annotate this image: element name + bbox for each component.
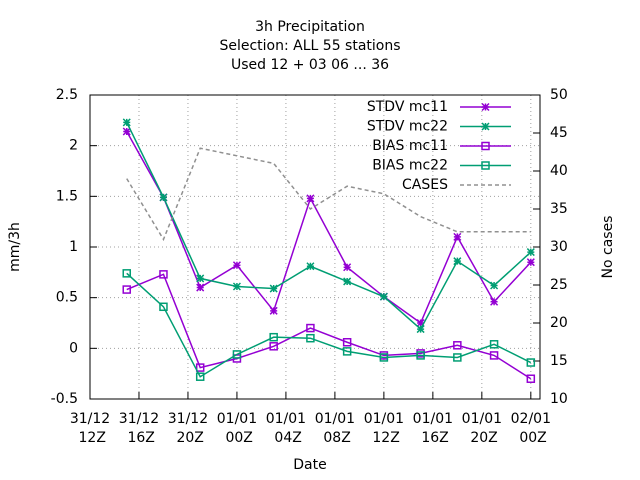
point: [122, 127, 131, 136]
point: [306, 333, 315, 343]
y2-tick-label: 35: [550, 201, 568, 217]
y2-tick-label: 50: [550, 87, 568, 103]
x-tick-label: 02/01 00Z: [511, 411, 551, 446]
x-tick-label: 01/01 20Z: [462, 411, 502, 446]
point: [453, 341, 462, 350]
point: [196, 274, 205, 283]
y-tick-label: 0: [69, 340, 78, 356]
x-tick-label: 01/01 12Z: [364, 411, 404, 446]
legend-label: BIAS mc11: [372, 138, 448, 154]
point: [269, 332, 278, 342]
y2-tick-label: 10: [550, 391, 568, 407]
point: [489, 340, 499, 349]
point: [526, 258, 535, 267]
point: [453, 353, 462, 362]
chart-subtitle: Used 12 + 03 06 ... 36: [231, 57, 389, 73]
point: [416, 325, 425, 334]
series-line: [126, 131, 532, 325]
legend-label: STDV mc22: [367, 119, 448, 135]
point: [306, 194, 315, 203]
chart-subtitle: Selection: ALL 55 stations: [219, 38, 400, 54]
x-tick-label: 01/01 08Z: [315, 411, 355, 446]
x-tick-label: 01/01 00Z: [217, 411, 257, 446]
point: [526, 248, 535, 257]
chart-title: 3h Precipitation: [255, 19, 365, 35]
y2-tick-label: 40: [550, 163, 568, 179]
point: [306, 323, 315, 333]
point: [196, 283, 205, 292]
y-tick-label: -0.5: [51, 391, 78, 407]
point: [342, 347, 352, 356]
series-line: [126, 122, 532, 331]
point: [159, 270, 168, 279]
plot-frame: [89, 94, 541, 400]
point: [526, 358, 536, 367]
point: [159, 193, 168, 202]
y-tick-label: 2.5: [56, 87, 78, 103]
point: [379, 292, 388, 301]
point: [269, 306, 278, 315]
x-tick-label: 31/12 12Z: [70, 411, 110, 446]
point: [489, 351, 499, 360]
point: [232, 350, 242, 359]
point: [453, 257, 462, 266]
legend-label: BIAS mc22: [372, 158, 448, 174]
point: [195, 363, 205, 372]
point: [122, 118, 131, 127]
y2-tick-label: 25: [550, 277, 568, 293]
point: [481, 102, 490, 112]
x-tick-label: 01/01 04Z: [266, 411, 306, 446]
point: [122, 285, 131, 294]
series-line: [126, 147, 531, 242]
point: [490, 281, 499, 290]
y2-tick-label: 30: [550, 239, 568, 255]
point: [481, 161, 490, 170]
x-tick-label: 01/01 16Z: [413, 411, 453, 446]
point: [342, 338, 352, 347]
point: [343, 263, 352, 272]
point: [122, 269, 131, 278]
point: [306, 262, 315, 271]
y-tick-label: 0.5: [56, 290, 78, 306]
point: [232, 261, 241, 270]
point: [379, 353, 389, 362]
point: [526, 374, 536, 383]
point: [232, 282, 241, 291]
y-tick-label: 1.5: [56, 188, 78, 204]
point: [159, 302, 168, 312]
point: [481, 141, 490, 151]
point: [269, 342, 278, 351]
y2-tick-label: 15: [550, 353, 568, 369]
x-axis-label: Date: [293, 457, 326, 473]
point: [481, 122, 490, 131]
x-tick-label: 31/12 16Z: [119, 411, 159, 446]
series-line: [126, 273, 532, 380]
x-tick-label: 31/12 20Z: [168, 411, 208, 446]
point: [490, 297, 499, 306]
point: [343, 277, 352, 286]
legend-label: CASES: [402, 177, 448, 193]
y2-tick-label: 45: [550, 125, 568, 141]
y-tick-label: 1: [69, 239, 78, 255]
point: [195, 372, 205, 381]
point: [416, 318, 425, 328]
point: [416, 351, 425, 360]
legend-label: STDV mc11: [367, 99, 448, 115]
y2-axis-label: No cases: [600, 216, 616, 279]
point: [453, 232, 462, 241]
y-axis-label: mm/3h: [7, 222, 23, 272]
y2-tick-label: 20: [550, 315, 568, 331]
point: [269, 284, 278, 293]
y-tick-label: 2: [69, 138, 78, 154]
series-line: [126, 272, 532, 378]
